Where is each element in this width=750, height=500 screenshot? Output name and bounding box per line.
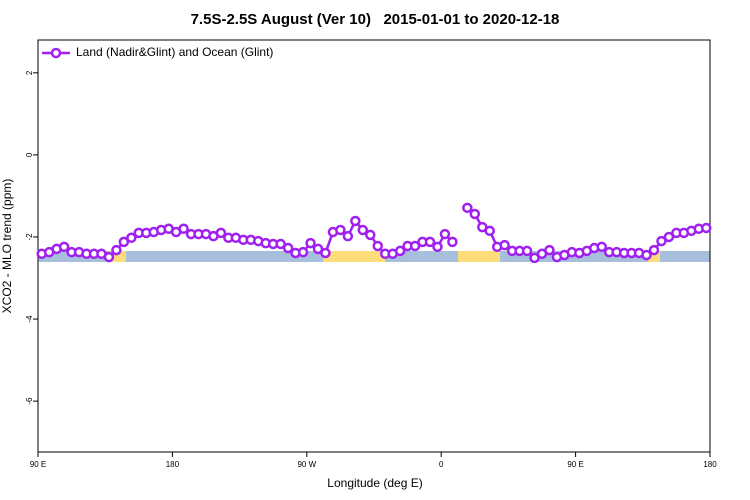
y-tick-label: -2 — [25, 233, 34, 241]
point — [372, 240, 383, 252]
point — [357, 224, 369, 236]
point — [521, 245, 533, 257]
point — [701, 222, 712, 234]
legend-label: Land (Nadir&Glint) and Ocean (Glint) — [76, 45, 273, 59]
point — [111, 244, 122, 256]
point — [118, 236, 130, 248]
point — [648, 244, 660, 256]
y-tick-label: -4 — [25, 315, 34, 323]
point — [215, 227, 227, 239]
point — [335, 224, 346, 236]
land-strip — [110, 251, 126, 262]
x-tick-label: 90 E — [567, 460, 583, 469]
y-tick-label: 0 — [25, 152, 34, 157]
point — [350, 215, 361, 227]
x-tick-label: 180 — [703, 460, 717, 469]
point — [596, 241, 607, 253]
point — [275, 238, 286, 250]
point — [126, 232, 137, 244]
point — [439, 228, 451, 240]
y-tick-label: -6 — [25, 397, 34, 405]
surface-strip — [38, 251, 710, 262]
point — [641, 249, 652, 261]
point — [103, 251, 115, 263]
point — [447, 236, 458, 248]
point — [312, 243, 324, 255]
chart-title: 7.5S-2.5S August (Ver 10) 2015-01-01 to … — [191, 11, 560, 28]
land-strip — [323, 251, 385, 262]
point — [663, 231, 675, 243]
point — [469, 208, 481, 220]
x-tick-label: 180 — [166, 460, 180, 469]
point — [529, 252, 540, 264]
point — [432, 241, 443, 253]
point — [178, 223, 189, 235]
plot-frame — [37, 39, 711, 453]
point — [499, 239, 510, 251]
point — [544, 244, 555, 256]
point — [424, 236, 436, 248]
land-strip — [458, 251, 500, 262]
land-strip — [648, 251, 660, 262]
point — [320, 247, 331, 259]
point — [484, 225, 495, 237]
x-tick-label: 0 — [439, 460, 444, 469]
point — [394, 245, 406, 257]
point — [365, 229, 376, 241]
point — [462, 202, 473, 214]
point — [342, 230, 354, 242]
point — [305, 237, 316, 249]
point — [58, 241, 70, 253]
x-axis-label: Longitude (deg E) — [327, 476, 422, 490]
x-tick-label: 90 E — [30, 460, 46, 469]
point — [282, 242, 294, 254]
point — [409, 240, 421, 252]
x-tick-label: 90 W — [297, 460, 316, 469]
point — [297, 246, 309, 258]
y-tick-label: 2 — [25, 70, 34, 75]
y-axis-label: XCO2 - MLO trend (ppm) — [0, 179, 14, 314]
legend-marker — [50, 47, 62, 59]
point — [656, 235, 667, 247]
